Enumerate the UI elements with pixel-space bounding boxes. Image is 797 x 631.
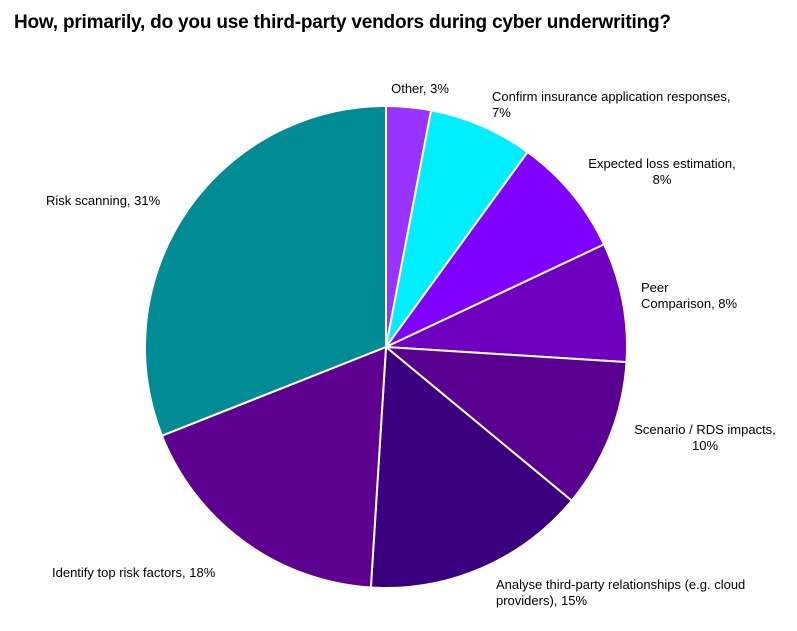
slice-label-line: Peer (641, 280, 669, 295)
slice-label-line: Expected loss estimation, (588, 156, 735, 171)
slice-label-line: Analyse third-party relationships (e.g. … (496, 577, 745, 592)
slice-label-line: 8% (653, 172, 672, 187)
slice-label-4: Peer Comparison, 8% (641, 280, 738, 311)
slice-label-5: Scenario / RDS impacts, 10% (634, 422, 776, 453)
slice-label-line: Other, 3% (391, 81, 449, 96)
slice-label-line: providers), 15% (496, 593, 587, 608)
pie-slices (144, 105, 628, 589)
slice-label-line: Comparison, 8% (641, 296, 738, 311)
pie-slice-5 (385, 346, 628, 502)
chart-title: How, primarily, do you use third-party v… (14, 12, 671, 33)
slice-label-1: Other, 3% (391, 81, 449, 96)
slice-label-6: Analyse third-party relationships (e.g. … (496, 577, 745, 608)
slice-label-7: Identify top risk factors, 18% (52, 565, 216, 580)
pie-slice-4 (385, 243, 628, 364)
slice-label-3: Expected loss estimation, 8% (588, 156, 735, 187)
pie-slice-6 (369, 346, 573, 589)
slice-label-line: 10% (692, 438, 718, 453)
slice-label-line: Identify top risk factors, 18% (52, 565, 216, 580)
pie-labels: Other, 3% Confirm insurance application r… (46, 81, 776, 608)
pie-slice-7 (160, 346, 387, 589)
slice-label-line: 7% (492, 105, 511, 120)
slice-label-line: Scenario / RDS impacts, (634, 422, 776, 437)
pie-slice-3 (385, 151, 606, 348)
slice-label-2: Confirm insurance application responses,… (492, 89, 730, 120)
slice-label-line: Confirm insurance application responses, (492, 89, 730, 104)
pie-slice-2 (385, 109, 529, 348)
pie-slice-8 (144, 105, 387, 437)
slice-label-line: Risk scanning, 31% (46, 193, 161, 208)
slice-label-8: Risk scanning, 31% (46, 193, 161, 208)
